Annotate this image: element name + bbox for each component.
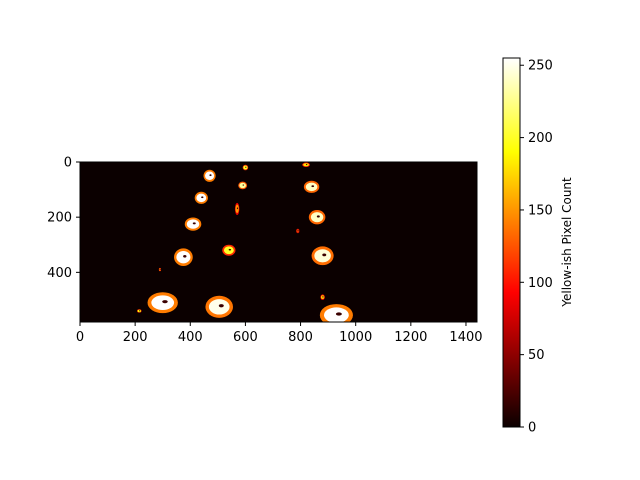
- blob-speck: [228, 248, 232, 251]
- x-tick-label: 0: [76, 330, 84, 345]
- colorbar-tick-label: 0: [528, 421, 536, 436]
- blob-speck: [322, 296, 324, 298]
- colorbar-tick-label: 200: [528, 131, 553, 146]
- bright-blob: [174, 248, 193, 266]
- blob-speck: [159, 268, 161, 271]
- heatmap-image: [79, 161, 478, 323]
- bright-blob: [147, 292, 178, 314]
- blob-speck: [183, 254, 187, 258]
- blob-speck: [139, 310, 141, 312]
- blob-speck: [209, 174, 212, 177]
- blob-speck: [201, 196, 204, 199]
- bright-blob: [234, 202, 240, 215]
- x-tick-label: 600: [233, 330, 258, 345]
- x-tick-label: 1000: [339, 330, 372, 345]
- blob-speck: [236, 207, 239, 210]
- blob-core: [223, 246, 234, 255]
- bright-blob: [308, 210, 326, 225]
- x-tick-label: 400: [178, 330, 203, 345]
- bright-blob: [203, 169, 216, 182]
- bright-blob: [158, 267, 162, 272]
- x-tick-label: 800: [288, 330, 313, 345]
- colorbar-label: Yellow-ish Pixel Count: [560, 177, 574, 308]
- blob-speck: [162, 300, 168, 304]
- blob-speck: [245, 166, 247, 168]
- x-axis: 0 200 400 600 800 1000 1200 1400: [76, 322, 483, 345]
- colorbar-tick-label: 100: [528, 276, 553, 291]
- blob-core: [196, 193, 207, 203]
- blob-speck: [192, 222, 196, 225]
- blob-core: [314, 249, 331, 263]
- bright-blob: [194, 191, 208, 204]
- bright-blob-layer: [137, 162, 353, 322]
- x-tick-label: 200: [123, 330, 148, 345]
- blob-speck: [322, 253, 327, 257]
- blob-core: [176, 250, 191, 264]
- colorbar: 0 50 100 150 200 250 Yellow-ish Pixel Count: [502, 57, 574, 436]
- blob-speck: [305, 163, 308, 166]
- bright-blob: [303, 180, 320, 193]
- blob-core: [208, 299, 230, 315]
- blob-core: [305, 182, 318, 192]
- y-tick-label: 400: [47, 266, 72, 281]
- bright-blob: [320, 294, 325, 300]
- blob-core: [151, 295, 175, 311]
- blob-speck: [311, 185, 315, 188]
- bright-blob: [302, 162, 310, 167]
- plot-frame: [79, 161, 478, 323]
- y-tick-label: 200: [47, 211, 72, 226]
- heatmap-background: [80, 162, 477, 322]
- blob-core: [323, 307, 349, 322]
- bright-blob: [137, 309, 142, 313]
- blob-core: [310, 212, 324, 223]
- bright-blob: [242, 164, 249, 171]
- colorbar-tick-label: 50: [528, 348, 545, 363]
- blob-speck: [316, 215, 320, 218]
- bright-blob: [205, 295, 234, 318]
- x-tick-label: 1400: [449, 330, 482, 345]
- blob-speck: [297, 230, 299, 232]
- colorbar-tick-label: 150: [528, 203, 553, 218]
- colorbar-tick-label: 250: [528, 59, 553, 74]
- blob-core: [186, 219, 200, 229]
- blob-core: [205, 171, 215, 181]
- blob-speck: [242, 184, 245, 186]
- y-axis: 0 200 400: [47, 156, 80, 281]
- colorbar-gradient: [502, 57, 521, 428]
- bright-blob: [222, 244, 236, 256]
- blob-core: [239, 182, 246, 189]
- bright-blob: [296, 228, 300, 234]
- x-tick-label: 1200: [394, 330, 427, 345]
- bright-blob: [311, 246, 334, 266]
- blob-speck: [335, 312, 342, 316]
- bright-blob: [238, 181, 248, 190]
- bright-blob: [319, 304, 353, 322]
- blob-speck: [218, 304, 224, 308]
- y-tick-label: 0: [64, 156, 72, 171]
- bright-blob: [184, 217, 202, 231]
- colorbar-ticks: 0 50 100 150 200 250: [520, 59, 553, 436]
